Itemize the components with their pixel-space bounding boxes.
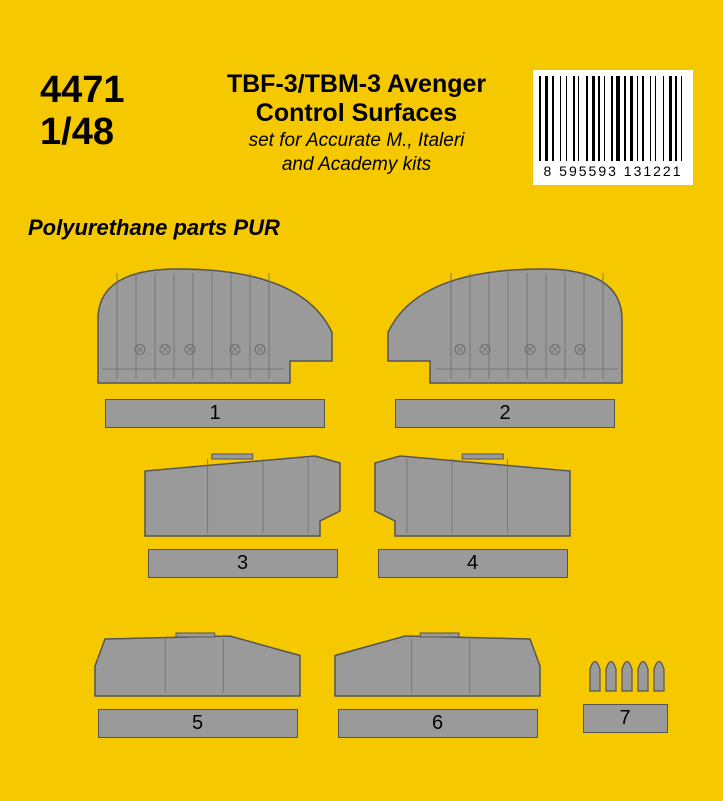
part-label: 7 — [583, 704, 668, 733]
header: 4471 1/48 TBF-3/TBM-3 Avenger Control Su… — [0, 0, 723, 205]
barcode: 8 595593 131221 — [533, 70, 693, 185]
part-5: 5 — [90, 631, 305, 738]
part-1: 1 — [90, 261, 340, 428]
title-line2: Control Surfaces — [190, 99, 523, 128]
part-2: 2 — [380, 261, 630, 428]
material-label: Polyurethane parts PUR — [0, 215, 723, 241]
part-6: 6 — [330, 631, 545, 738]
part-label: 6 — [338, 709, 538, 738]
part-label: 1 — [105, 399, 325, 428]
part-3: 3 — [140, 451, 345, 578]
part-shape — [380, 261, 630, 391]
part-shape — [90, 631, 305, 701]
part-shape — [370, 451, 575, 541]
barcode-number: 8 595593 131221 — [539, 163, 687, 179]
title-line1: TBF-3/TBM-3 Avenger — [190, 70, 523, 99]
part-label: 4 — [378, 549, 568, 578]
part-label: 2 — [395, 399, 615, 428]
product-scale: 1/48 — [40, 112, 180, 154]
part-label: 5 — [98, 709, 298, 738]
subtitle-line1: set for Accurate M., Italeri — [190, 130, 523, 153]
part-7: 7 — [580, 651, 670, 733]
parts-diagram: 1 2 3 4 5 6 7 — [0, 241, 723, 801]
barcode-bars — [539, 76, 687, 161]
part-4: 4 — [370, 451, 575, 578]
product-number: 4471 — [40, 70, 180, 112]
title-block: TBF-3/TBM-3 Avenger Control Surfaces set… — [180, 70, 533, 177]
subtitle-line2: and Academy kits — [190, 154, 523, 177]
part-shape — [90, 261, 340, 391]
part-shape — [140, 451, 345, 541]
part-shape — [580, 651, 670, 696]
part-label: 3 — [148, 549, 338, 578]
product-code: 4471 1/48 — [40, 70, 180, 154]
part-shape — [330, 631, 545, 701]
